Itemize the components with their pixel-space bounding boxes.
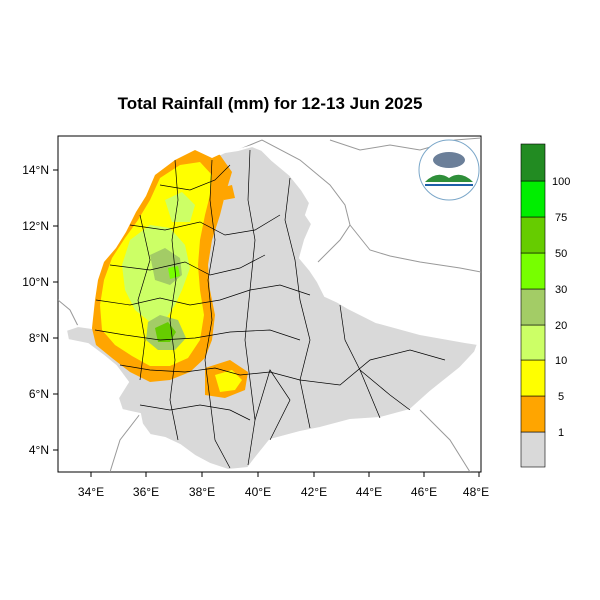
colorbar-label: 10 [555,355,567,367]
colorbar-swatch [520,143,546,182]
y-tick-label: 10°N [22,275,49,289]
x-tick-label: 44°E [356,485,382,499]
y-tick-label: 4°N [29,443,49,457]
y-tick-label: 6°N [29,387,49,401]
colorbar-label: 30 [555,284,567,296]
colorbar-swatch [520,395,546,433]
colorbar-label: 100 [552,176,570,188]
x-tick-label: 38°E [189,485,215,499]
neighbor-borders [58,137,481,472]
x-tick-label: 48°E [463,485,489,499]
colorbar-label: 5 [558,391,564,403]
colorbar-label: 1 [558,427,564,439]
x-tick-label: 40°E [245,485,271,499]
map-title: Total Rainfall (mm) for 12-13 Jun 2025 [117,94,423,113]
colorbar-swatch [520,180,546,218]
y-tick-label: 12°N [22,219,49,233]
axis-ticks [53,169,480,477]
colorbar-label: 50 [555,248,567,260]
colorbar-swatch [520,431,546,468]
x-tick-label: 46°E [411,485,437,499]
ethiopia-meteorology-logo [418,139,480,201]
colorbar-swatch [520,216,546,254]
x-tick-label: 34°E [78,485,104,499]
colorbar-swatch [520,324,546,361]
y-tick-label: 8°N [29,331,49,345]
y-tick-label: 14°N [22,163,49,177]
colorbar [520,143,546,468]
colorbar-label: 75 [555,212,567,224]
colorbar-swatch [520,252,546,290]
x-tick-label: 42°E [301,485,327,499]
colorbar-swatch [520,288,546,326]
colorbar-swatch [520,359,546,397]
colorbar-label: 20 [555,320,567,332]
x-tick-label: 36°E [133,485,159,499]
admin-boundaries [94,149,446,469]
